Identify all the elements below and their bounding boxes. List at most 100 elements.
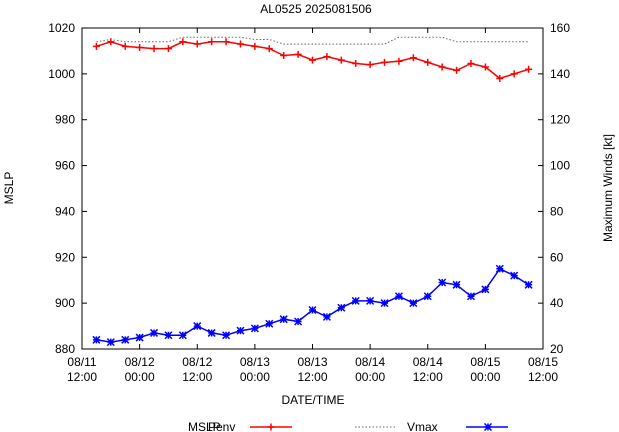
vmax-line	[96, 267, 530, 343]
penv-point-3	[136, 43, 144, 51]
y-right-tick-label-6: 140	[550, 67, 570, 81]
series-1-line	[96, 36, 529, 45]
x-tick-label-8: 08/15	[528, 355, 558, 369]
vmax-point-15	[308, 305, 317, 315]
y-left-tick-label-3: 940	[55, 204, 75, 218]
vmax-point-20	[380, 299, 389, 308]
penv-point-23	[424, 58, 432, 66]
y-left-tick-label-6: 1000	[48, 67, 75, 81]
penv-point-2	[121, 42, 129, 50]
vmax-point-23	[423, 292, 432, 301]
vmax-point-27	[481, 285, 490, 294]
legend-label-penv: Penv	[208, 420, 235, 432]
vmax-point-4	[150, 328, 159, 337]
vmax-point-21	[394, 292, 403, 301]
penv-point-6	[179, 38, 187, 46]
y-right-tick-label-0: 20	[550, 342, 564, 356]
x-tick-label-6: 08/14	[413, 355, 443, 369]
penv-point-10	[236, 40, 244, 48]
vmax-point-22	[409, 299, 418, 308]
penv-point-0	[92, 42, 100, 50]
vmax-point-14	[294, 317, 303, 326]
legend-marker-vmax	[483, 422, 493, 432]
x-tick-label-4: 08/13	[297, 355, 327, 369]
penv-point-22	[409, 54, 417, 62]
penv-point-27	[481, 63, 489, 71]
x-tick-label-time-2: 12:00	[182, 370, 212, 384]
penv-point-30	[525, 65, 533, 73]
vmax-point-2	[121, 335, 130, 344]
vmax-point-30	[524, 280, 533, 289]
penv-point-15	[309, 56, 316, 64]
vmax-point-19	[366, 296, 375, 305]
y-axis-label-left: MSLP	[2, 172, 16, 205]
plot-frame	[81, 27, 544, 350]
penv-point-28	[496, 74, 504, 82]
penv-point-26	[467, 60, 475, 68]
series-layer	[92, 36, 533, 347]
penv-point-25	[453, 66, 461, 74]
y-right-tick-label-4: 100	[550, 159, 570, 173]
vmax-point-25	[452, 280, 461, 289]
legend-label-vmax: Vmax	[407, 420, 438, 432]
penv-point-7	[193, 40, 201, 48]
x-tick-label-time-4: 12:00	[297, 370, 327, 384]
legend: MSLP Penv Vmax	[188, 420, 508, 432]
vmax-point-5	[164, 331, 173, 340]
x-tick-label-time-5: 00:00	[355, 370, 385, 384]
x-tick-label-time-6: 12:00	[413, 370, 443, 384]
x-tick-label-time-7: 00:00	[470, 370, 500, 384]
penv-point-24	[438, 63, 446, 71]
vmax-point-12	[265, 319, 274, 328]
vmax-point-9	[222, 331, 231, 340]
vmax-point-17	[337, 303, 346, 312]
y-left-tick-label-1: 900	[55, 296, 75, 310]
y-left-tick-label-0: 880	[55, 342, 75, 356]
legend-heading: MSLP	[188, 420, 221, 432]
vmax-point-8	[207, 328, 216, 337]
x-tick-label-2: 08/12	[182, 355, 212, 369]
chart-title: AL0525 2025081506	[260, 2, 372, 16]
vmax-point-6	[178, 331, 187, 340]
vmax-point-26	[466, 292, 475, 301]
vmax-point-28	[495, 264, 504, 273]
x-tick-label-1: 08/12	[125, 355, 155, 369]
x-tick-label-time-3: 00:00	[240, 370, 270, 384]
penv-point-5	[164, 45, 172, 53]
vmax-point-11	[250, 324, 259, 333]
x-tick-label-time-8: 12:00	[528, 370, 558, 384]
vmax-point-29	[510, 271, 519, 280]
vmax-point-18	[351, 296, 360, 305]
vmax-point-24	[438, 278, 447, 287]
vmax-point-1	[106, 338, 115, 347]
y-right-tick-label-7: 160	[550, 21, 570, 35]
penv-point-4	[150, 45, 158, 53]
penv-point-20	[381, 58, 389, 66]
y-axis-label-right: Maximum Winds [kt]	[601, 134, 615, 242]
penv-point-21	[395, 57, 403, 65]
x-tick-label-time-1: 00:00	[125, 370, 155, 384]
y-right-tick-label-2: 60	[550, 250, 564, 264]
x-axis-label: DATE/TIME	[281, 393, 344, 407]
legend-marker-penv	[267, 423, 275, 431]
x-tick-label-5: 08/14	[355, 355, 385, 369]
y-right-tick-label-1: 40	[550, 296, 564, 310]
x-tick-label-0: 08/11	[67, 355, 96, 369]
penv-point-13	[280, 52, 288, 60]
y-left-tick-label-5: 980	[55, 113, 75, 127]
vmax-point-13	[279, 315, 288, 324]
penv-point-17	[337, 56, 345, 64]
penv-point-12	[265, 45, 273, 53]
penv-point-8	[208, 38, 216, 46]
penv-point-14	[294, 50, 302, 58]
x-tick-label-time-0: 12:00	[67, 370, 97, 384]
penv-point-11	[251, 42, 259, 50]
penv-point-16	[323, 53, 331, 61]
vmax-point-16	[322, 312, 331, 321]
y-left-tick-label-7: 1020	[48, 21, 75, 35]
penv-point-18	[352, 60, 360, 68]
y-right-tick-label-3: 80	[550, 204, 564, 218]
penv-point-19	[366, 61, 374, 69]
penv-point-29	[510, 70, 518, 78]
